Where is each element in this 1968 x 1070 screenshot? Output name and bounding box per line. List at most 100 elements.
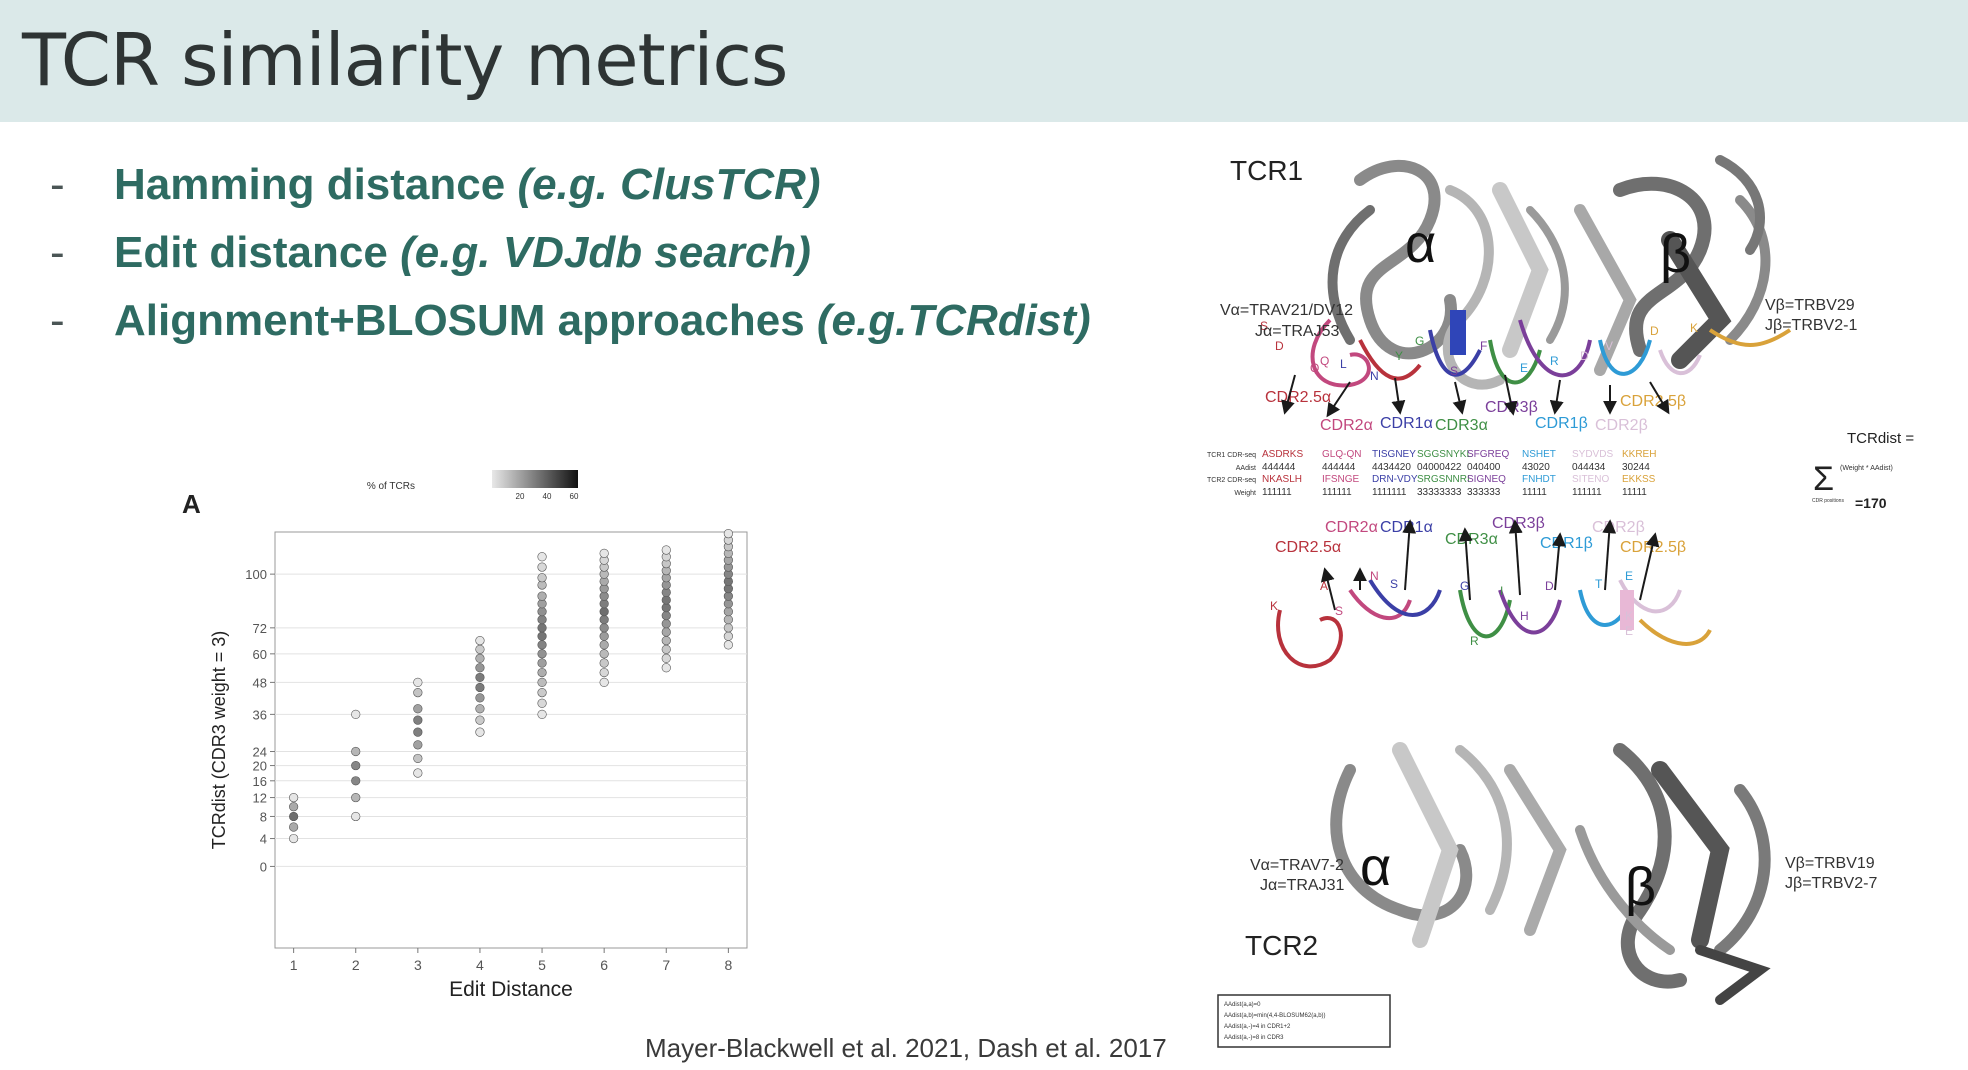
chart-svg: A % of TCRs 20 40 60 048121620243648607210… (182, 470, 748, 1001)
legend-tick: 40 (543, 492, 552, 501)
alignment-cell: 11111 (1522, 487, 1547, 498)
legend-title: % of TCRs (367, 481, 415, 492)
data-point (599, 615, 609, 625)
tcr2-beta-glyph: β (1625, 857, 1656, 917)
alignment-cell: KKREH (1622, 449, 1656, 460)
alignment-cell: TISGNEY (1372, 449, 1416, 460)
data-point (599, 677, 609, 687)
data-point (413, 768, 423, 778)
data-point (537, 573, 547, 583)
x-axis-label: Edit Distance (449, 978, 573, 1001)
cdr-label-bottom: CDR2.5α (1275, 539, 1341, 556)
data-point (599, 631, 609, 641)
alignment-cell: 111111 (1262, 487, 1292, 498)
cdr-label-top: CDR3α (1435, 417, 1488, 434)
cdr-labels-top: CDR2.5αCDR2αCDR1αCDR3αCDR3βCDR1βCDR2βCDR… (1265, 389, 1686, 434)
alignment-cell: 444444 (1322, 462, 1356, 473)
x-tick-label: 2 (352, 957, 360, 973)
y-tick-label: 36 (253, 707, 267, 722)
data-point (537, 552, 547, 562)
residue-label-bottom: D (1545, 579, 1554, 593)
tcr2-alpha-glyph: α (1360, 837, 1391, 897)
data-point (351, 792, 361, 803)
y-tick-label: 48 (253, 675, 267, 690)
data-point (723, 607, 733, 617)
data-point (413, 688, 423, 698)
data-point (351, 709, 361, 719)
cdr-arrow (1458, 527, 1473, 601)
cdr-alignment-table: TCR1 CDR-seq AAdist TCR2 CDR-seq Weight ASDR… (1207, 449, 1656, 498)
cdr-arrow (1402, 519, 1417, 591)
alignment-cell: SRGSNNRI (1417, 474, 1470, 485)
data-point (537, 623, 547, 633)
tcr2-ribbon (1330, 742, 1771, 1005)
cdr-label-bottom: CDR1α (1380, 519, 1433, 536)
data-point (475, 635, 485, 646)
cdr-arrow (1503, 374, 1518, 416)
cdr-arrow (1281, 374, 1296, 415)
cdr-label-bottom: CDR2α (1325, 519, 1378, 536)
tcr1-beta-glyph: β (1660, 224, 1691, 284)
alignment-cell: SYDVDS (1572, 449, 1613, 460)
legend-tick: 20 (516, 492, 525, 501)
residue-label-bottom: A (1320, 579, 1328, 593)
data-point (537, 631, 547, 641)
data-point (475, 704, 485, 714)
data-point (475, 663, 485, 673)
data-point (599, 599, 609, 609)
citation: Mayer-Blackwell et al. 2021, Dash et al.… (645, 1033, 1167, 1063)
bullet-example: (e.g. ClusTCR) (517, 160, 821, 209)
data-point (413, 753, 423, 764)
cdr-arrow (1549, 379, 1564, 415)
alignment-cell: 30244 (1622, 462, 1650, 473)
data-point (289, 811, 299, 822)
residue-label-top: Q (1320, 354, 1329, 368)
plot-area (274, 531, 748, 949)
residue-label-top: R (1550, 354, 1559, 368)
residue-label-bottom: T (1595, 577, 1603, 591)
residue-label-top: E (1520, 361, 1528, 375)
alignment-cell: IFSNGE (1322, 474, 1360, 485)
residue-label-bottom: E (1625, 569, 1633, 583)
tcr1-beta-j-gene: Jβ=TRBV2-1 (1765, 317, 1857, 334)
cdr-arrow (1639, 532, 1660, 601)
y-tick-label: 16 (253, 774, 267, 789)
alignment-cell: 04000422 (1417, 462, 1462, 473)
data-point (661, 663, 671, 673)
alignment-cell: 11111 (1622, 487, 1647, 498)
residue-label-top: V (1605, 339, 1613, 353)
residue-label-top: G (1415, 334, 1424, 348)
y-tick-label: 8 (260, 809, 267, 824)
data-point (537, 640, 547, 650)
tcr2-cdr-loops (1276, 578, 1712, 669)
alignment-cell: ASDRKS (1262, 449, 1303, 460)
data-point (661, 653, 671, 664)
residue-label-top: S (1260, 319, 1268, 333)
tcrdist-dot-plot: A % of TCRs 20 40 60 0 4 8 12 16 20 24 36 48 60 72 10… (180, 465, 780, 1010)
residue-label-top: D (1275, 339, 1284, 353)
tcr1-label: TCR1 (1230, 155, 1303, 186)
data-point (537, 698, 547, 708)
cdr-label-top: CDR2.5β (1620, 393, 1686, 410)
data-point (413, 677, 423, 687)
data-point (537, 658, 547, 668)
cdr-arrow (1320, 567, 1336, 611)
cdr-labels-bottom: CDR2.5αCDR2αCDR1αCDR3αCDR3βCDR1βCDR2βCDR… (1275, 515, 1686, 556)
cdr-arrow (1602, 519, 1617, 591)
alignment-cell: 333333 (1467, 487, 1501, 498)
data-point (289, 802, 299, 812)
data-point (599, 607, 609, 617)
data-point (475, 693, 485, 703)
data-point (537, 591, 547, 601)
data-point (661, 603, 671, 613)
data-point (723, 623, 733, 633)
alignment-cell: NKASLH (1262, 474, 1302, 485)
formula-sigma: Σ (1813, 460, 1834, 498)
x-tick-label: 4 (476, 957, 484, 973)
data-point (413, 704, 423, 714)
data-point (537, 607, 547, 617)
tcr2-beta-j-gene: Jβ=TRBV2-7 (1785, 875, 1877, 892)
